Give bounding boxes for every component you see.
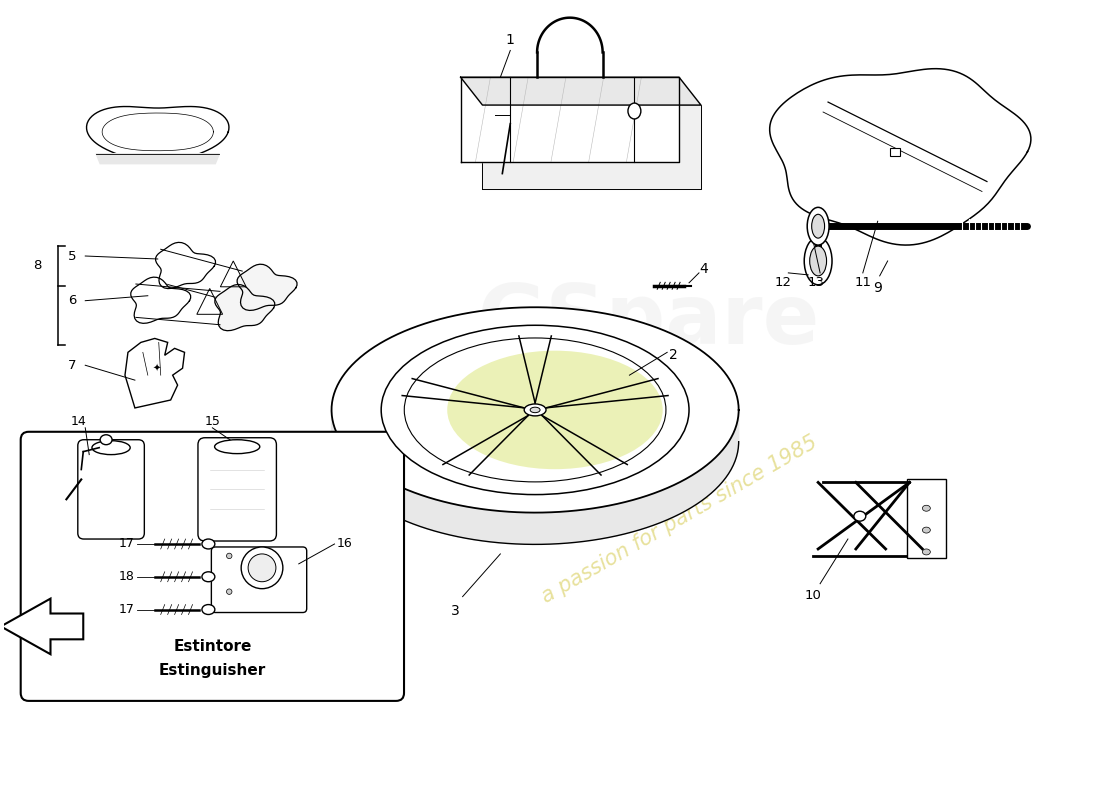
Ellipse shape: [202, 605, 215, 614]
Text: 2: 2: [669, 348, 678, 362]
Text: 15: 15: [205, 415, 220, 428]
Polygon shape: [161, 250, 286, 271]
Text: ✦: ✦: [153, 363, 161, 374]
Text: 17: 17: [119, 603, 135, 616]
Polygon shape: [135, 284, 264, 291]
Text: 16: 16: [337, 538, 352, 550]
Text: 17: 17: [119, 538, 135, 550]
Polygon shape: [1, 598, 84, 654]
Polygon shape: [483, 105, 701, 190]
Text: a passion for parts since 1985: a passion for parts since 1985: [538, 432, 821, 606]
Text: Estintore: Estintore: [173, 638, 252, 654]
Ellipse shape: [249, 554, 276, 582]
Polygon shape: [131, 277, 190, 323]
Ellipse shape: [923, 549, 931, 555]
Polygon shape: [461, 78, 679, 162]
Ellipse shape: [405, 338, 666, 482]
Text: 1: 1: [506, 34, 515, 47]
Ellipse shape: [227, 553, 232, 558]
Text: 13: 13: [807, 276, 825, 289]
Polygon shape: [238, 264, 297, 310]
Ellipse shape: [810, 246, 826, 276]
Ellipse shape: [923, 527, 931, 533]
FancyBboxPatch shape: [211, 547, 307, 613]
Ellipse shape: [923, 506, 931, 511]
FancyBboxPatch shape: [78, 440, 144, 539]
Polygon shape: [461, 78, 701, 105]
Polygon shape: [331, 410, 739, 544]
Ellipse shape: [382, 326, 689, 494]
Text: 10: 10: [805, 589, 822, 602]
Polygon shape: [331, 307, 739, 513]
Ellipse shape: [214, 440, 260, 454]
Text: 7: 7: [68, 358, 77, 372]
Ellipse shape: [525, 404, 546, 416]
Text: 11: 11: [855, 276, 871, 289]
Text: 14: 14: [70, 415, 86, 428]
Text: 5: 5: [68, 250, 77, 262]
Ellipse shape: [628, 103, 641, 119]
FancyBboxPatch shape: [908, 479, 946, 558]
Polygon shape: [96, 154, 219, 164]
Ellipse shape: [530, 407, 540, 413]
Ellipse shape: [227, 589, 232, 594]
Ellipse shape: [100, 434, 112, 445]
Polygon shape: [770, 69, 1031, 245]
Ellipse shape: [812, 214, 825, 238]
Text: GSpare: GSpare: [478, 280, 821, 361]
Ellipse shape: [807, 207, 829, 245]
Text: 8: 8: [33, 259, 42, 273]
Text: 6: 6: [68, 294, 77, 307]
Polygon shape: [135, 318, 264, 325]
Polygon shape: [155, 242, 216, 289]
Ellipse shape: [804, 237, 832, 285]
Bar: [890, 148, 900, 156]
Text: 12: 12: [774, 276, 792, 289]
Polygon shape: [161, 282, 286, 305]
Ellipse shape: [202, 572, 215, 582]
Text: 3: 3: [451, 603, 460, 618]
FancyBboxPatch shape: [198, 438, 276, 541]
FancyBboxPatch shape: [21, 432, 404, 701]
Text: 2: 2: [660, 296, 668, 309]
Polygon shape: [214, 285, 275, 330]
Text: 9: 9: [873, 281, 882, 295]
Ellipse shape: [92, 441, 130, 454]
Ellipse shape: [854, 511, 866, 521]
Text: 18: 18: [119, 570, 135, 583]
Polygon shape: [87, 106, 229, 162]
Ellipse shape: [448, 350, 662, 469]
Ellipse shape: [241, 547, 283, 589]
Ellipse shape: [202, 539, 215, 549]
Text: 4: 4: [698, 262, 707, 276]
Text: Estinguisher: Estinguisher: [158, 662, 266, 678]
